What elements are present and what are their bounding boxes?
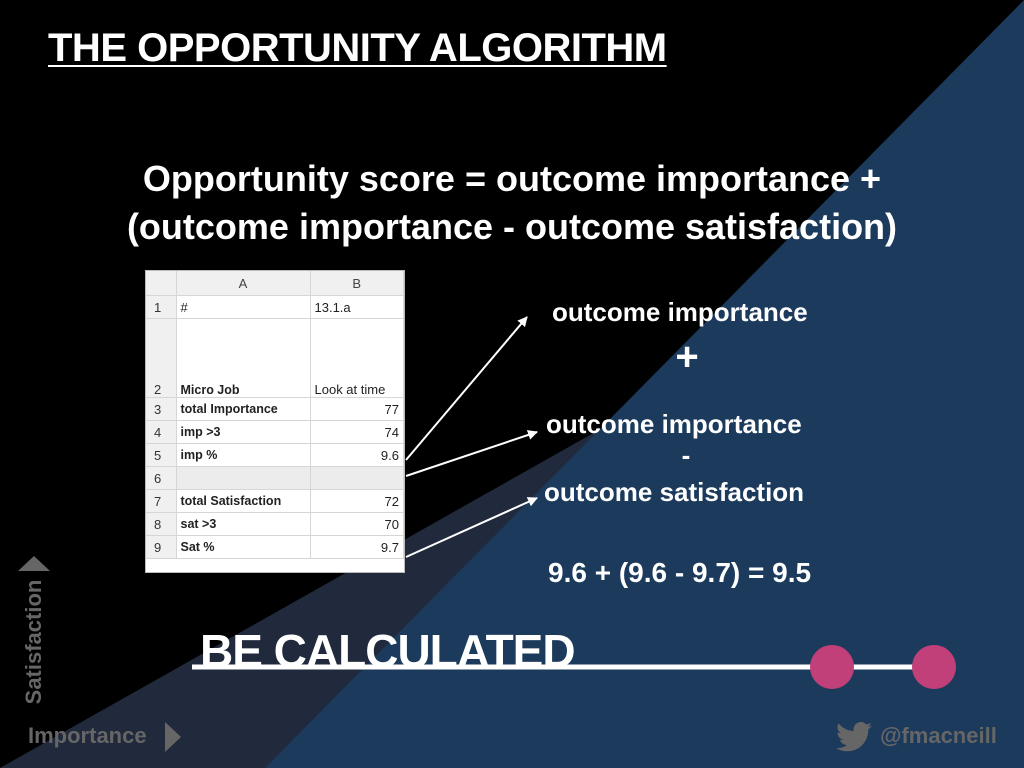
row-number: 2 <box>146 318 177 398</box>
formula-line-2: (outcome importance - outcome satisfacti… <box>126 206 898 247</box>
label-outcome-satisfaction: outcome satisfaction <box>544 477 805 507</box>
triangle-up-icon <box>18 556 50 571</box>
cell-a: sat >3 <box>176 512 311 536</box>
row-number: 8 <box>146 512 177 536</box>
formula-line-1: Opportunity score = outcome importance + <box>142 158 882 199</box>
minus-sign: - <box>681 440 691 470</box>
banner-heading: BE CALCULATED <box>200 625 576 677</box>
twitter-handle: @fmacneill <box>880 723 997 748</box>
cell-b: 13.1.a <box>310 295 404 319</box>
table-row: 4 imp >3 74 <box>146 420 404 444</box>
formula: Opportunity score = outcome importance +… <box>40 155 984 251</box>
triangle-right-icon <box>165 722 181 752</box>
cell-a: total Importance <box>176 397 311 421</box>
calculation-result: 9.6 + (9.6 - 9.7) = 9.5 <box>548 557 812 588</box>
cell-b: 74 <box>310 420 404 444</box>
row-number: 7 <box>146 489 177 513</box>
axis-label-importance: Importance <box>28 723 147 748</box>
corner-cell <box>146 271 177 296</box>
column-header-a: A <box>176 271 311 296</box>
row-number: 1 <box>146 295 177 319</box>
label-outcome-importance-top: outcome importance <box>552 297 808 327</box>
table-row: 6 <box>146 466 404 490</box>
row-number: 9 <box>146 535 177 559</box>
table-row: 8 sat >3 70 <box>146 512 404 536</box>
navy-diagonal-shape <box>265 0 1024 768</box>
slide-title: THE OPPORTUNITY ALGORITHM <box>48 26 667 70</box>
banner-dot-right <box>912 645 956 689</box>
arrow-to-satisfaction <box>405 497 538 558</box>
cell-b: 9.6 <box>310 443 404 467</box>
cell-b: 77 <box>310 397 404 421</box>
axis-label-satisfaction: Satisfaction <box>21 579 46 705</box>
cell-a: # <box>176 295 311 319</box>
cell-a: imp >3 <box>176 420 311 444</box>
cell-b: Look at time <box>310 318 404 398</box>
cell-b: 9.7 <box>310 535 404 559</box>
table-row: 3 total Importance 77 <box>146 397 404 421</box>
row-number: 5 <box>146 443 177 467</box>
plus-sign: + <box>675 335 699 379</box>
cell-a: imp % <box>176 443 311 467</box>
column-header-b: B <box>310 271 404 296</box>
table-row: 7 total Satisfaction 72 <box>146 489 404 513</box>
label-outcome-importance-mid: outcome importance <box>546 409 802 439</box>
table-row: 1 # 13.1.a <box>146 295 404 319</box>
arrow-to-importance-mid <box>405 430 538 477</box>
row-number: 6 <box>146 466 177 490</box>
twitter-bird-icon <box>836 722 872 752</box>
arrow-to-importance-top <box>405 316 528 461</box>
banner-dot-left <box>810 645 854 689</box>
cell-a <box>176 466 311 490</box>
row-number: 4 <box>146 420 177 444</box>
row-number: 3 <box>146 397 177 421</box>
cell-a: Sat % <box>176 535 311 559</box>
spreadsheet-table: A B 1 # 13.1.a 2 Micro Job Look at time … <box>146 271 404 559</box>
cell-b: 70 <box>310 512 404 536</box>
table-row: 9 Sat % 9.7 <box>146 535 404 559</box>
cell-a: Micro Job <box>176 318 311 398</box>
cell-b: 72 <box>310 489 404 513</box>
cell-b <box>310 466 404 490</box>
spreadsheet-screenshot: A B 1 # 13.1.a 2 Micro Job Look at time … <box>145 270 405 573</box>
table-row: 2 Micro Job Look at time <box>146 318 404 398</box>
cell-a: total Satisfaction <box>176 489 311 513</box>
table-row: 5 imp % 9.6 <box>146 443 404 467</box>
